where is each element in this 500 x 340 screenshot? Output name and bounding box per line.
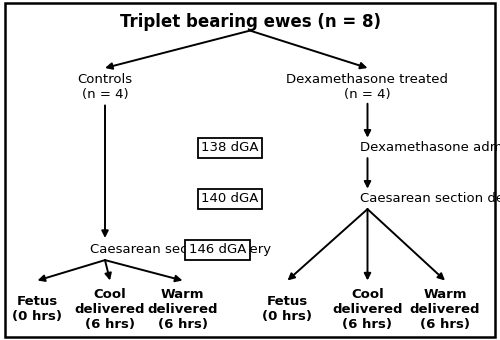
Text: 146 dGA: 146 dGA xyxy=(189,243,246,256)
Text: Fetus
(0 hrs): Fetus (0 hrs) xyxy=(262,295,312,323)
Text: Triplet bearing ewes (n = 8): Triplet bearing ewes (n = 8) xyxy=(120,13,380,31)
Text: Dexamethasone administration: Dexamethasone administration xyxy=(360,141,500,154)
Text: Caesarean section delivery: Caesarean section delivery xyxy=(90,243,271,256)
Text: Cool
delivered
(6 hrs): Cool delivered (6 hrs) xyxy=(75,288,145,331)
Text: Caesarean section delivery: Caesarean section delivery xyxy=(360,192,500,205)
Text: Warm
delivered
(6 hrs): Warm delivered (6 hrs) xyxy=(147,288,218,331)
Text: Controls
(n = 4): Controls (n = 4) xyxy=(78,73,132,101)
Text: Cool
delivered
(6 hrs): Cool delivered (6 hrs) xyxy=(332,288,403,331)
Text: Warm
delivered
(6 hrs): Warm delivered (6 hrs) xyxy=(410,288,480,331)
Text: 138 dGA: 138 dGA xyxy=(201,141,259,154)
Text: Dexamethasone treated
(n = 4): Dexamethasone treated (n = 4) xyxy=(286,73,448,101)
Text: 140 dGA: 140 dGA xyxy=(202,192,258,205)
Text: Fetus
(0 hrs): Fetus (0 hrs) xyxy=(12,295,62,323)
